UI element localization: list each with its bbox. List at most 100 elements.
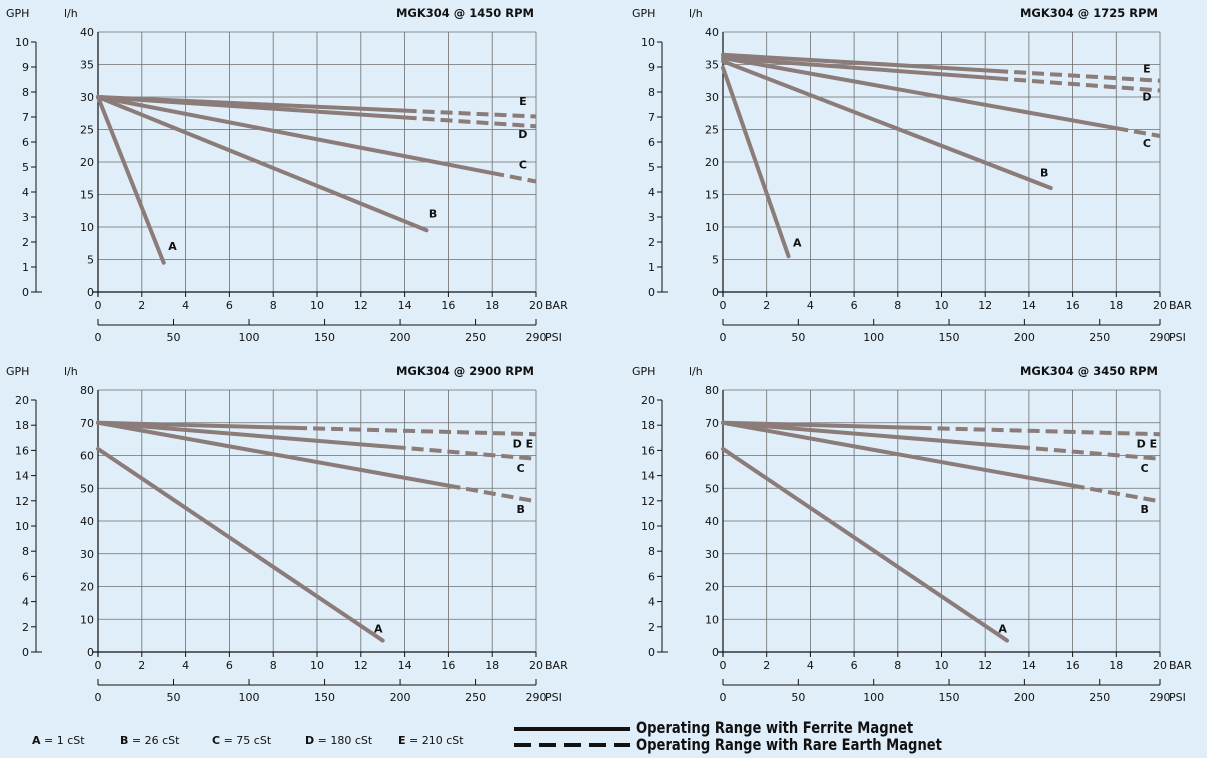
psi-tick-label: 50 bbox=[167, 691, 181, 704]
x-tick-label: 16 bbox=[1066, 299, 1080, 312]
curve-a-solid bbox=[96, 95, 166, 265]
y-tick-label: 25 bbox=[705, 124, 719, 137]
x-tick-label: 2 bbox=[763, 659, 770, 672]
curve-label: B bbox=[1040, 166, 1048, 179]
gph-tick-label: 8 bbox=[22, 86, 29, 99]
gph-axis-unit: GPH bbox=[632, 7, 655, 20]
curve-label: A bbox=[168, 240, 177, 253]
y-tick-label: 0 bbox=[712, 286, 719, 299]
curve-b-solid bbox=[721, 59, 1053, 190]
x-tick-label: 10 bbox=[310, 659, 324, 672]
psi-tick-label: 100 bbox=[863, 691, 884, 704]
gph-tick-label: 3 bbox=[648, 211, 655, 224]
gph-tick-label: 10 bbox=[15, 520, 29, 533]
y-tick-label: 40 bbox=[80, 26, 94, 39]
y-tick-label: 30 bbox=[80, 548, 94, 561]
y-tick-label: 80 bbox=[705, 384, 719, 397]
x-tick-label: 2 bbox=[138, 299, 145, 312]
psi-tick-label: 50 bbox=[791, 691, 805, 704]
curve-b-solid bbox=[96, 420, 451, 488]
gph-tick-label: 5 bbox=[22, 161, 29, 174]
curve-label: C bbox=[517, 462, 525, 475]
psi-tick-label: 290 bbox=[526, 691, 547, 704]
gph-tick-label: 2 bbox=[648, 621, 655, 634]
y-tick-label: 30 bbox=[705, 548, 719, 561]
gph-tick-label: 5 bbox=[648, 161, 655, 174]
gph-tick-label: 0 bbox=[648, 646, 655, 659]
curve-e-solid bbox=[721, 52, 999, 73]
x-tick-label: 0 bbox=[720, 299, 727, 312]
y-tick-label: 10 bbox=[80, 613, 94, 626]
psi-axis-unit: PSI bbox=[1169, 691, 1186, 704]
x-tick-label: 18 bbox=[1109, 659, 1123, 672]
gph-axis-unit: GPH bbox=[6, 365, 29, 378]
psi-tick-label: 150 bbox=[939, 331, 960, 344]
gph-tick-label: 18 bbox=[15, 419, 29, 432]
gph-tick-label: 2 bbox=[22, 236, 29, 249]
psi-tick-label: 290 bbox=[1150, 691, 1171, 704]
curve-de-solid bbox=[721, 420, 922, 430]
x-tick-label: 6 bbox=[851, 299, 858, 312]
psi-tick-label: 100 bbox=[239, 691, 260, 704]
lh-axis-unit: l/h bbox=[64, 7, 78, 20]
gph-tick-label: 10 bbox=[641, 520, 655, 533]
psi-tick-label: 250 bbox=[1089, 691, 1110, 704]
x-tick-label: 0 bbox=[95, 659, 102, 672]
key-b: B = 26 cSt bbox=[120, 734, 180, 747]
x-tick-label: 14 bbox=[1022, 659, 1036, 672]
curve-c-dashed bbox=[491, 171, 537, 184]
gph-tick-label: 4 bbox=[648, 186, 655, 199]
gph-tick-label: 18 bbox=[641, 419, 655, 432]
y-tick-label: 20 bbox=[80, 581, 94, 594]
x-tick-label: 6 bbox=[226, 299, 233, 312]
psi-tick-label: 200 bbox=[1014, 331, 1035, 344]
curve-b-dashed bbox=[1072, 483, 1161, 504]
x-tick-label: 2 bbox=[138, 659, 145, 672]
key-e: E = 210 cSt bbox=[398, 734, 464, 747]
gph-tick-label: 4 bbox=[22, 186, 29, 199]
curve-label: E bbox=[519, 95, 527, 108]
gph-tick-label: 4 bbox=[648, 596, 655, 609]
y-tick-label: 0 bbox=[87, 286, 94, 299]
y-tick-label: 5 bbox=[712, 254, 719, 267]
x-tick-label: 8 bbox=[894, 659, 901, 672]
curve-label: B bbox=[516, 503, 524, 516]
curve-b-dashed bbox=[448, 483, 537, 504]
curve-label: C bbox=[1143, 137, 1151, 150]
x-axis-unit-bar: BAR bbox=[1169, 659, 1192, 672]
curve-c-solid bbox=[721, 56, 1119, 131]
psi-axis-unit: PSI bbox=[545, 331, 562, 344]
gph-tick-label: 2 bbox=[648, 236, 655, 249]
x-tick-label: 4 bbox=[182, 659, 189, 672]
curve-d-solid bbox=[721, 56, 999, 81]
curve-de-dashed bbox=[295, 425, 537, 437]
lh-axis-unit: l/h bbox=[689, 365, 703, 378]
gph-tick-label: 0 bbox=[648, 286, 655, 299]
chart-title: MGK304 @ 1725 RPM bbox=[1020, 6, 1158, 20]
curve-c-solid bbox=[96, 95, 495, 176]
x-tick-label: 18 bbox=[1109, 299, 1123, 312]
gph-tick-label: 9 bbox=[22, 61, 29, 74]
gph-tick-label: 8 bbox=[22, 545, 29, 558]
gph-tick-label: 6 bbox=[22, 136, 29, 149]
x-tick-label: 8 bbox=[894, 299, 901, 312]
y-tick-label: 40 bbox=[80, 515, 94, 528]
gph-tick-label: 0 bbox=[22, 286, 29, 299]
chart-title: MGK304 @ 2900 RPM bbox=[396, 364, 534, 378]
gph-tick-label: 9 bbox=[648, 61, 655, 74]
curve-a-solid bbox=[96, 446, 385, 643]
y-tick-label: 35 bbox=[80, 59, 94, 72]
x-tick-label: 16 bbox=[441, 299, 455, 312]
curve-d-dashed bbox=[404, 115, 537, 129]
y-tick-label: 40 bbox=[705, 515, 719, 528]
psi-axis-unit: PSI bbox=[545, 691, 562, 704]
curve-e-solid bbox=[96, 95, 407, 113]
x-tick-label: 6 bbox=[851, 659, 858, 672]
curve-de-dashed bbox=[919, 425, 1161, 437]
gph-tick-label: 6 bbox=[22, 570, 29, 583]
legend-dashed-label: Operating Range with Rare Earth Magnet bbox=[636, 735, 942, 754]
psi-tick-label: 150 bbox=[314, 691, 335, 704]
curve-label: A bbox=[793, 237, 802, 250]
